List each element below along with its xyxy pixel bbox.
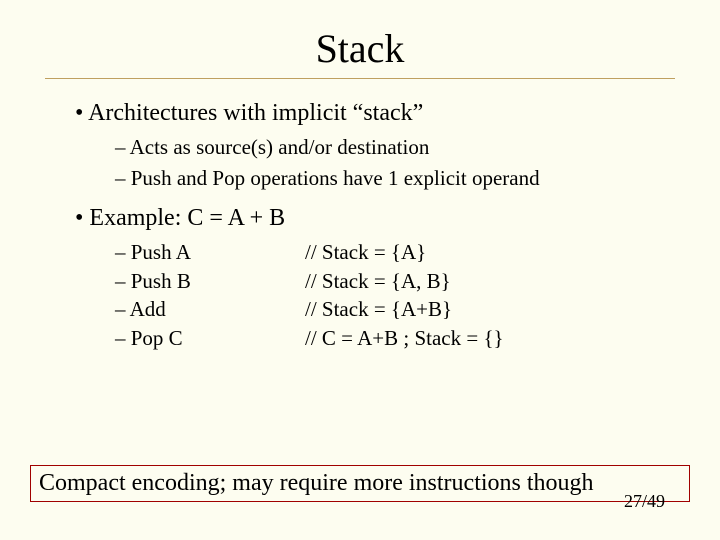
- code-comment: // Stack = {A+B}: [305, 295, 675, 323]
- bullet-2: Example: C = A + B: [75, 202, 675, 234]
- code-comment: // Stack = {A, B}: [305, 267, 675, 295]
- code-row: Pop C // C = A+B ; Stack = {}: [115, 324, 675, 352]
- slide-content: Architectures with implicit “stack” Acts…: [45, 97, 675, 352]
- code-op: Push B: [115, 267, 305, 295]
- code-op: Add: [115, 295, 305, 323]
- bullet-1b: Push and Pop operations have 1 explicit …: [115, 164, 675, 192]
- code-row: Push B // Stack = {A, B}: [115, 267, 675, 295]
- title-rule: [45, 78, 675, 79]
- code-row: Add // Stack = {A+B}: [115, 295, 675, 323]
- bullet-1: Architectures with implicit “stack”: [75, 97, 675, 129]
- code-row: Push A // Stack = {A}: [115, 238, 675, 266]
- callout-box: Compact encoding; may require more instr…: [30, 465, 690, 502]
- code-op: Push A: [115, 238, 305, 266]
- slide: Stack Architectures with implicit “stack…: [0, 0, 720, 540]
- slide-title: Stack: [45, 25, 675, 72]
- code-block: Push A // Stack = {A} Push B // Stack = …: [115, 238, 675, 351]
- code-comment: // C = A+B ; Stack = {}: [305, 324, 675, 352]
- code-op: Pop C: [115, 324, 305, 352]
- page-number: 27/49: [624, 491, 665, 512]
- code-comment: // Stack = {A}: [305, 238, 675, 266]
- bullet-1a: Acts as source(s) and/or destination: [115, 133, 675, 161]
